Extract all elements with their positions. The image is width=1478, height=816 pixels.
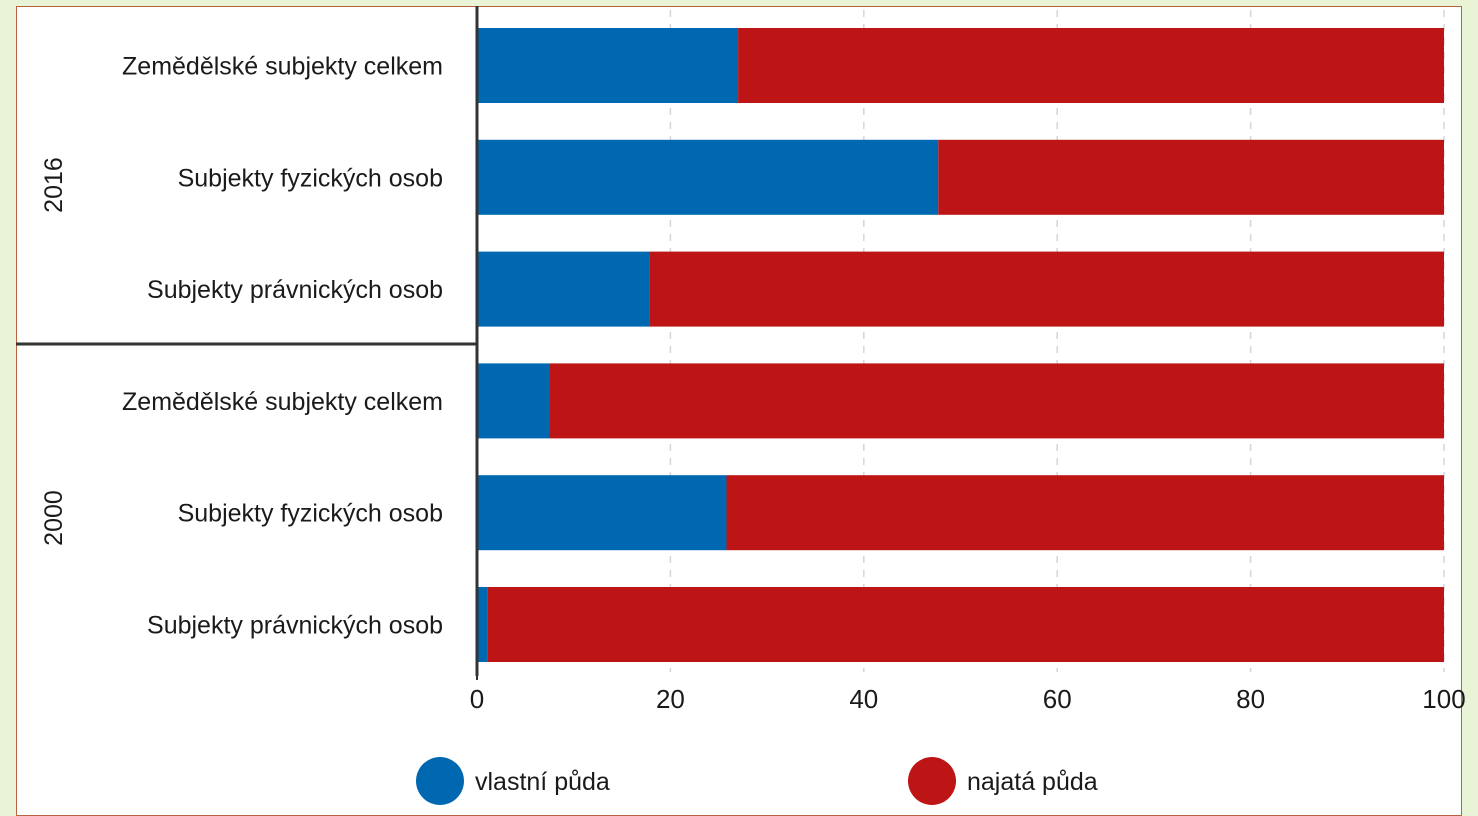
bar-segment [738,28,1444,103]
category-label: Subjekty fyzických osob [178,500,443,528]
x-tick-label: 40 [849,684,878,714]
category-labels: Zemědělské subjekty celkem Subjekty fyzic… [40,53,443,640]
bar-segment [487,587,1445,662]
legend-swatch [908,757,956,805]
x-tick-label: 100 [1422,684,1465,714]
x-tick-label: 0 [470,684,484,714]
axes [16,6,479,680]
bar-segment [477,139,939,215]
category-label: Zemědělské subjekty celkem [122,53,443,81]
x-tick-label: 80 [1236,684,1265,714]
category-label: Subjekty právnických osob [147,276,443,304]
bar-segment [649,251,1444,327]
bar-segment [938,139,1444,215]
x-tick-labels: 0 20 40 60 80 100 [470,684,1466,714]
x-tick-label: 60 [1043,684,1072,714]
bar-segment [477,251,650,327]
category-label: Subjekty právnických osob [147,612,443,640]
gridlines [669,10,1445,672]
bar-segment [477,363,550,439]
bar-segment [477,28,739,103]
bar-segment [477,587,488,662]
category-label: Subjekty fyzických osob [178,164,443,192]
group-label: 2016 [40,157,68,213]
legend-label: vlastní půda [475,768,610,796]
bars [477,28,1445,662]
bar-segment [549,363,1444,439]
group-label: 2000 [40,490,68,546]
bar-segment [726,475,1444,551]
legend-swatch [416,757,464,805]
legend: vlastní půda najatá půda [416,757,1098,805]
x-tick-label: 20 [656,684,685,714]
bar-segment [477,475,727,551]
legend-label: najatá půda [967,768,1098,796]
category-label: Zemědělské subjekty celkem [122,388,443,416]
